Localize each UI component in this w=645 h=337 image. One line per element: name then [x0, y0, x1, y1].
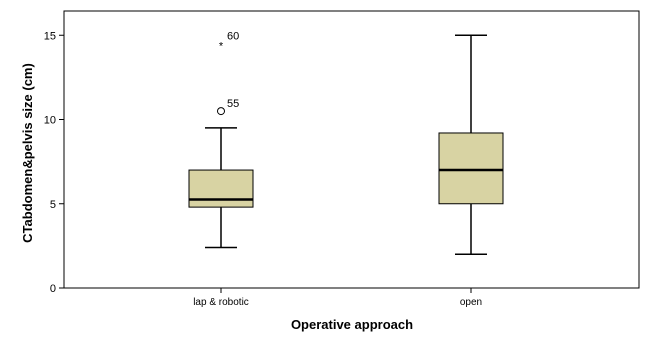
- box-group: [438, 34, 504, 256]
- outlier-label: 60: [227, 31, 239, 43]
- box-series: 55 *60: [188, 31, 504, 256]
- outlier-point: [217, 107, 225, 116]
- iqr-box: [438, 132, 504, 205]
- x-axis: lap & robotic open: [193, 288, 482, 308]
- y-tick-label: 15: [44, 30, 56, 42]
- extreme-point: *: [219, 41, 224, 53]
- y-tick-label: 0: [50, 283, 56, 295]
- plot-frame: [63, 10, 640, 289]
- y-tick-label: 10: [44, 115, 56, 127]
- box-group: 55 *60: [188, 31, 254, 249]
- y-axis: 0 5 10 15: [44, 30, 64, 295]
- x-axis-title: Operative approach: [291, 317, 413, 332]
- x-tick-label: open: [460, 297, 482, 308]
- x-tick-label: lap & robotic: [193, 297, 249, 308]
- iqr-box: [188, 169, 254, 208]
- outlier-label: 55: [227, 98, 239, 110]
- y-tick-label: 5: [50, 199, 56, 211]
- y-axis-title: CTabdomen&pelvis size (cm): [20, 63, 35, 243]
